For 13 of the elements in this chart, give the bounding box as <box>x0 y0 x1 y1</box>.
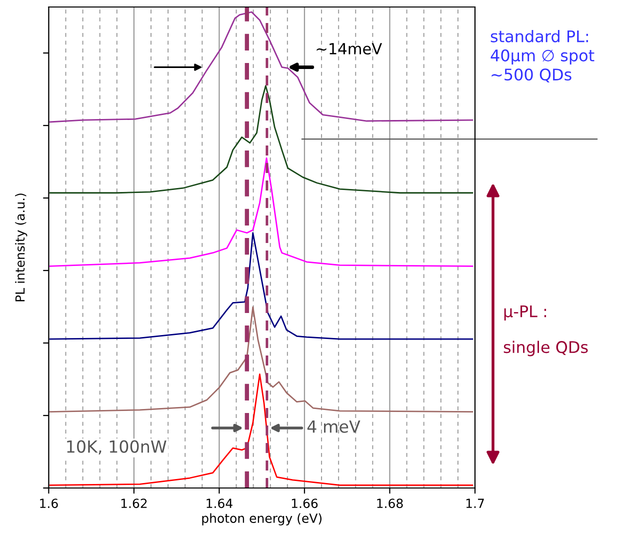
text: standard PL: 40μm ∅ spot ~500 QDs <box>490 30 594 82</box>
y-axis-title: PL intensity (a.u.) <box>15 194 28 302</box>
x-tick-label: 1.6 <box>40 498 58 508</box>
x-tick-label: 1.7 <box>466 498 484 508</box>
text: μ-PL : single QDs <box>504 305 588 356</box>
annotation: 10K, 100nW <box>67 440 166 455</box>
x-tick-label: 1.66 <box>292 498 318 508</box>
annotation: 4 meV <box>307 420 360 433</box>
x-tick-label: 1.64 <box>206 498 232 508</box>
x-axis-title: photon energy (eV) <box>202 513 322 526</box>
x-tick-label: 1.68 <box>377 498 403 508</box>
annotation: ~14meV <box>316 43 382 55</box>
x-tick-label: 1.62 <box>121 498 147 508</box>
